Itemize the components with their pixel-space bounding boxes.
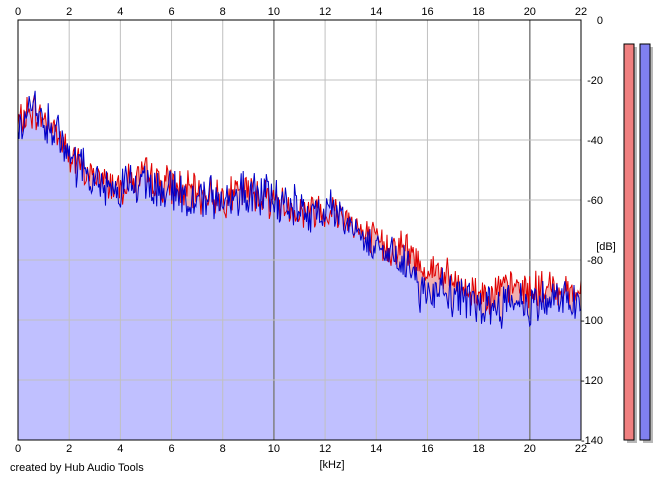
y-tick-label: -120 [581,375,603,387]
x-tick-label: 0 [15,443,21,455]
credit-text: created by Hub Audio Tools [10,462,144,474]
y-tick-label: -60 [587,195,603,207]
x-tick-label: 8 [220,443,226,455]
x-tick-label-top: 18 [473,6,485,18]
x-tick-label-top: 16 [421,6,433,18]
y-axis-ticks: 0 -20 -40 -60 -80 -100 -120 -140 [581,15,603,447]
level-meters [623,43,653,443]
x-axis-top-ticks: 0 2 4 6 8 10 12 14 16 18 20 22 [15,6,587,18]
x-tick-label: 14 [370,443,382,455]
x-tick-label: 12 [319,443,331,455]
x-axis-label: [kHz] [319,459,344,471]
y-tick-label: -80 [587,255,603,267]
x-tick-label: 10 [268,443,280,455]
grid-layer [18,20,581,440]
spectrum-fill-1 [18,90,581,441]
x-axis-bottom-ticks: 0 2 4 6 8 10 12 14 16 18 20 22 [15,443,587,455]
x-tick-label-top: 22 [575,6,587,18]
x-tick-label: 16 [421,443,433,455]
x-tick-label-top: 14 [370,6,382,18]
plot-frame [17,19,582,441]
y-tick-label: 0 [597,15,603,27]
x-tick-label: 22 [575,443,587,455]
x-tick-label: 6 [168,443,174,455]
level-meter-1 [639,43,651,441]
x-tick-label-top: 2 [66,6,72,18]
y-axis-label: [dB] [596,241,616,253]
y-tick-label: -140 [581,435,603,447]
x-tick-label-top: 20 [524,6,536,18]
spectrum-fill-layer [18,90,581,441]
spectrum-line-1 [17,90,582,329]
x-tick-label: 4 [117,443,123,455]
level-meter-0 [623,43,635,441]
y-tick-label: -100 [581,315,603,327]
x-tick-label-top: 6 [168,6,174,18]
spectrum-line-layer [17,90,582,329]
x-tick-label-top: 8 [220,6,226,18]
x-tick-label-top: 0 [15,6,21,18]
x-tick-label: 18 [473,443,485,455]
x-tick-label: 2 [66,443,72,455]
y-tick-label: -40 [587,135,603,147]
x-tick-label-top: 4 [117,6,123,18]
x-tick-label-top: 12 [319,6,331,18]
x-tick-label: 20 [524,443,536,455]
x-tick-label-top: 10 [268,6,280,18]
y-tick-label: -20 [587,75,603,87]
